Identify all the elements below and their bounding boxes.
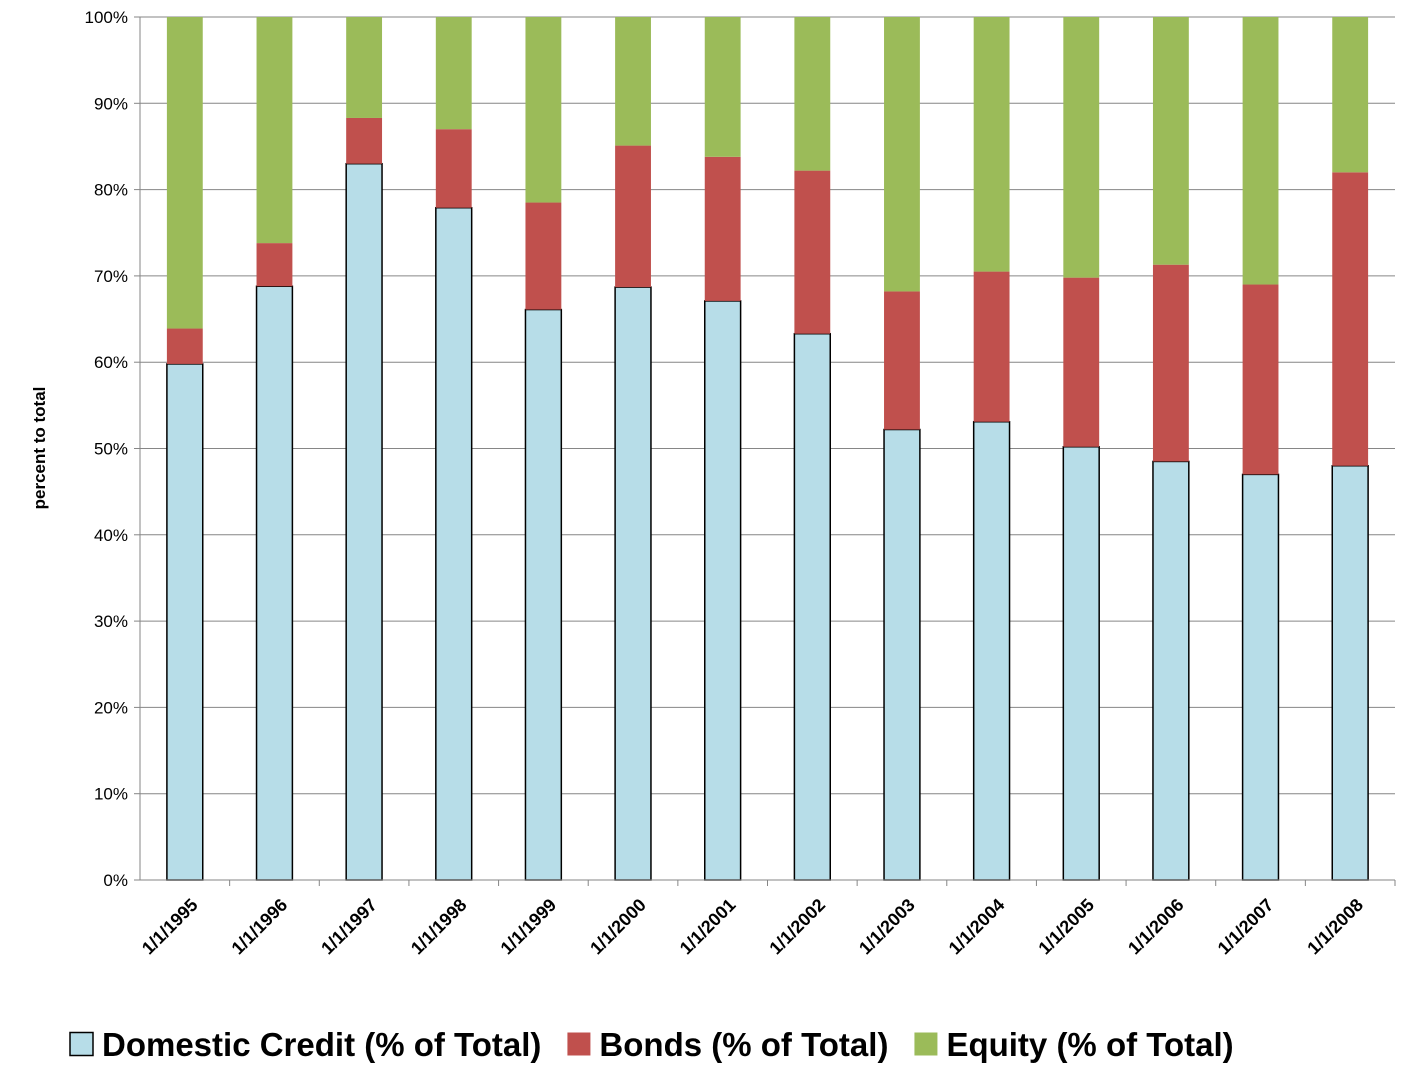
bar-segment-bonds (1332, 172, 1369, 466)
x-tick-label: 1/1/1996 (228, 895, 292, 959)
x-tick-label: 1/1/2003 (855, 895, 919, 959)
legend-label-equity: Equity (% of Total) (946, 1026, 1233, 1063)
bar-segment-equity (1063, 17, 1100, 278)
bar-segment-bonds (615, 145, 651, 288)
bar-segment-domestic-credit (166, 363, 204, 881)
y-tick-label: 20% (94, 698, 128, 717)
x-tick-label: 1/1/1995 (138, 895, 202, 959)
bar-segment-domestic-credit (704, 300, 742, 881)
bar-segment-equity (166, 17, 203, 329)
bar-segment-bonds (794, 170, 831, 334)
bar-segment-bonds (256, 243, 293, 287)
bar-segment-bonds (884, 291, 920, 430)
bar-segment-bonds (166, 328, 203, 364)
y-tick-label: 80% (94, 181, 128, 200)
x-tick-label: 1/1/2007 (1214, 895, 1278, 959)
y-axis-label: percent to total (30, 387, 49, 510)
y-tick-labels: 0% 10% 20% 30% 40% 50% 60% 70% 80% 90% 100% (85, 8, 128, 890)
bar-segment-domestic-credit (614, 286, 652, 881)
legend-label-bonds: Bonds (% of Total) (599, 1026, 888, 1063)
x-tick-label: 1/1/1999 (497, 895, 561, 959)
legend: Domestic Credit (% of Total) Bonds (% of … (69, 1026, 1234, 1063)
bar-segment-equity (1332, 17, 1369, 173)
bar-segment-bonds (704, 156, 741, 301)
bar-segment-domestic-credit (1062, 446, 1100, 881)
bar-segment-bonds (1152, 264, 1189, 462)
bar-segment-bonds (346, 117, 383, 164)
bar-segment-equity (884, 17, 920, 292)
bar-segment-domestic-credit (972, 420, 1011, 881)
x-tick-label: 1/1/2000 (586, 895, 650, 959)
y-tick-label: 90% (94, 94, 128, 113)
x-tick-label: 1/1/2004 (945, 895, 1009, 959)
gridlines (134, 16, 1395, 881)
bar-segment-equity (615, 17, 651, 146)
bars (166, 17, 1369, 881)
bar-segment-domestic-credit (1331, 465, 1369, 881)
legend-swatch-equity (914, 1032, 938, 1056)
bar-segment-equity (1152, 17, 1189, 265)
x-tick-label: 1/1/2008 (1303, 895, 1367, 959)
y-tick-label: 30% (94, 612, 128, 631)
bar-segment-bonds (1242, 284, 1279, 475)
x-tick-label: 1/1/2002 (765, 895, 829, 959)
bar-segment-domestic-credit (345, 162, 383, 881)
bar-segment-equity (704, 17, 741, 157)
x-tick-label: 1/1/2001 (676, 895, 740, 959)
axes (139, 17, 1396, 886)
bar-segment-equity (435, 17, 472, 130)
bar-segment-equity (1242, 17, 1279, 285)
x-tick-label: 1/1/2005 (1034, 895, 1098, 959)
bar-segment-bonds (1063, 277, 1100, 447)
bar-segment-equity (794, 17, 831, 171)
x-tick-label: 1/1/1997 (317, 895, 381, 959)
bar-segment-domestic-credit (435, 206, 473, 881)
legend-swatch-bonds (567, 1032, 591, 1056)
bar-segment-domestic-credit (793, 332, 832, 881)
bar-segment-domestic-credit (255, 285, 294, 881)
bar-segment-domestic-credit (1241, 473, 1280, 881)
legend-label-domestic-credit: Domestic Credit (% of Total) (102, 1026, 541, 1063)
x-tick-label: 1/1/2006 (1124, 895, 1188, 959)
bar-segment-bonds (435, 129, 472, 208)
bar-segment-bonds (973, 271, 1010, 422)
y-tick-label: 10% (94, 785, 128, 804)
y-tick-label: 100% (85, 8, 128, 27)
bar-segment-equity (256, 17, 293, 244)
y-tick-label: 60% (94, 353, 128, 372)
bar-segment-domestic-credit (883, 428, 921, 881)
y-tick-label: 40% (94, 526, 128, 545)
bar-segment-equity (346, 17, 383, 118)
bar-segment-equity (525, 17, 562, 203)
y-tick-label: 50% (94, 440, 128, 459)
legend-swatch-domestic-credit (69, 1031, 94, 1057)
y-tick-label: 0% (103, 871, 128, 890)
x-tick-labels: 1/1/1995 1/1/1996 1/1/1997 1/1/1998 1/1/1999… (138, 895, 1367, 959)
bar-segment-domestic-credit (1152, 460, 1190, 881)
bar-segment-equity (973, 17, 1010, 272)
x-tick-label: 1/1/1998 (407, 895, 471, 959)
y-tick-label: 70% (94, 267, 128, 286)
bar-segment-domestic-credit (524, 308, 563, 881)
bar-segment-bonds (525, 202, 562, 310)
